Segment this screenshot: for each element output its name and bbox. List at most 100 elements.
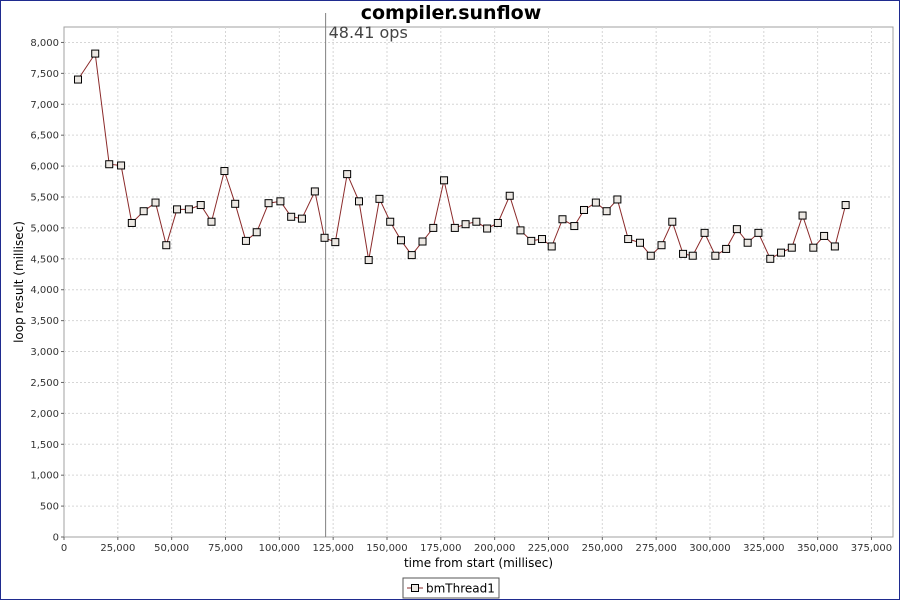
data-point	[127, 218, 136, 227]
y-tick-label: 6,000	[30, 162, 59, 173]
y-tick-label: 2,500	[30, 378, 59, 389]
data-point	[472, 217, 481, 226]
y-tick-label: 5,500	[30, 193, 59, 204]
data-point	[252, 228, 261, 237]
data-point	[364, 256, 373, 265]
data-point	[841, 201, 850, 210]
x-tick-label: 0	[61, 543, 67, 554]
data-point	[450, 223, 459, 232]
data-point	[461, 220, 470, 229]
data-point	[429, 223, 438, 232]
data-point	[591, 198, 600, 207]
data-point	[91, 49, 100, 58]
x-tick-label: 250,000	[582, 543, 623, 554]
y-tick-label: 1,000	[30, 471, 59, 482]
data-point	[343, 170, 352, 179]
data-point	[657, 241, 666, 250]
data-point	[505, 191, 514, 200]
data-point	[162, 241, 171, 250]
data-point	[516, 226, 525, 235]
x-tick-label: 50,000	[154, 543, 189, 554]
data-point	[297, 214, 306, 223]
data-point	[558, 215, 567, 224]
y-tick-label: 6,500	[30, 131, 59, 142]
data-point	[231, 199, 240, 208]
data-point	[743, 238, 752, 247]
data-point	[602, 207, 611, 216]
x-tick-label: 325,000	[743, 543, 784, 554]
chart-title: compiler.sunflow	[361, 2, 542, 24]
y-tick-label: 8,000	[30, 38, 59, 49]
x-tick-label: 25,000	[100, 543, 135, 554]
y-tick-label: 2,000	[30, 409, 59, 420]
data-point	[310, 187, 319, 196]
x-tick-label: 350,000	[797, 543, 838, 554]
data-point	[527, 236, 536, 245]
x-tick-label: 125,000	[312, 543, 353, 554]
data-point	[386, 217, 395, 226]
data-point	[173, 205, 182, 214]
data-point	[73, 75, 82, 84]
x-axis-title: time from start (millisec)	[404, 556, 553, 570]
grid-lines	[64, 27, 893, 537]
data-point	[375, 194, 384, 203]
legend-swatch-marker	[411, 584, 419, 592]
data-point	[766, 254, 775, 263]
data-point	[624, 235, 633, 244]
data-point	[777, 248, 786, 257]
data-point	[798, 211, 807, 220]
x-tick-label: 175,000	[420, 543, 461, 554]
data-point	[580, 205, 589, 214]
time-marker: 48.41 ops	[325, 13, 408, 537]
x-tick-label: 200,000	[474, 543, 515, 554]
y-tick-label: 500	[40, 502, 59, 513]
plot-area	[63, 26, 894, 538]
y-tick-label: 4,500	[30, 254, 59, 265]
y-tick-label: 7,000	[30, 100, 59, 111]
data-point	[547, 242, 556, 251]
data-point	[830, 242, 839, 251]
x-tick-label: 375,000	[851, 543, 892, 554]
x-tick-label: 225,000	[528, 543, 569, 554]
data-point	[207, 217, 216, 226]
data-point	[787, 243, 796, 252]
data-point	[635, 238, 644, 247]
data-point	[320, 233, 329, 242]
data-point	[117, 161, 126, 170]
x-tick-label: 75,000	[208, 543, 243, 554]
data-point	[196, 201, 205, 210]
data-point	[493, 218, 502, 227]
data-point	[151, 198, 160, 207]
y-tick-label: 4,000	[30, 285, 59, 296]
data-point	[613, 195, 622, 204]
data-point	[287, 212, 296, 221]
data-point	[668, 217, 677, 226]
data-point	[722, 244, 731, 253]
y-tick-label: 0	[53, 533, 59, 544]
y-tick-label: 1,500	[30, 440, 59, 451]
series-layer	[73, 49, 850, 265]
data-point	[820, 231, 829, 240]
data-point	[538, 235, 547, 244]
y-tick-label: 3,500	[30, 316, 59, 327]
data-point	[241, 236, 250, 245]
data-point	[418, 237, 427, 246]
x-tick-label: 150,000	[366, 543, 407, 554]
data-point	[354, 197, 363, 206]
legend-label: bmThread1	[426, 582, 495, 596]
x-tick-label: 100,000	[259, 543, 300, 554]
x-tick-label: 275,000	[635, 543, 676, 554]
data-point	[184, 205, 193, 214]
data-point	[570, 222, 579, 231]
data-point	[396, 236, 405, 245]
data-point	[483, 224, 492, 233]
data-point	[711, 251, 720, 260]
y-tick-label: 7,500	[30, 69, 59, 80]
y-axis-title: loop result (millisec)	[12, 221, 26, 343]
legend: bmThread1	[402, 577, 500, 599]
data-point	[440, 176, 449, 185]
data-point	[105, 160, 114, 169]
data-point	[809, 243, 818, 252]
